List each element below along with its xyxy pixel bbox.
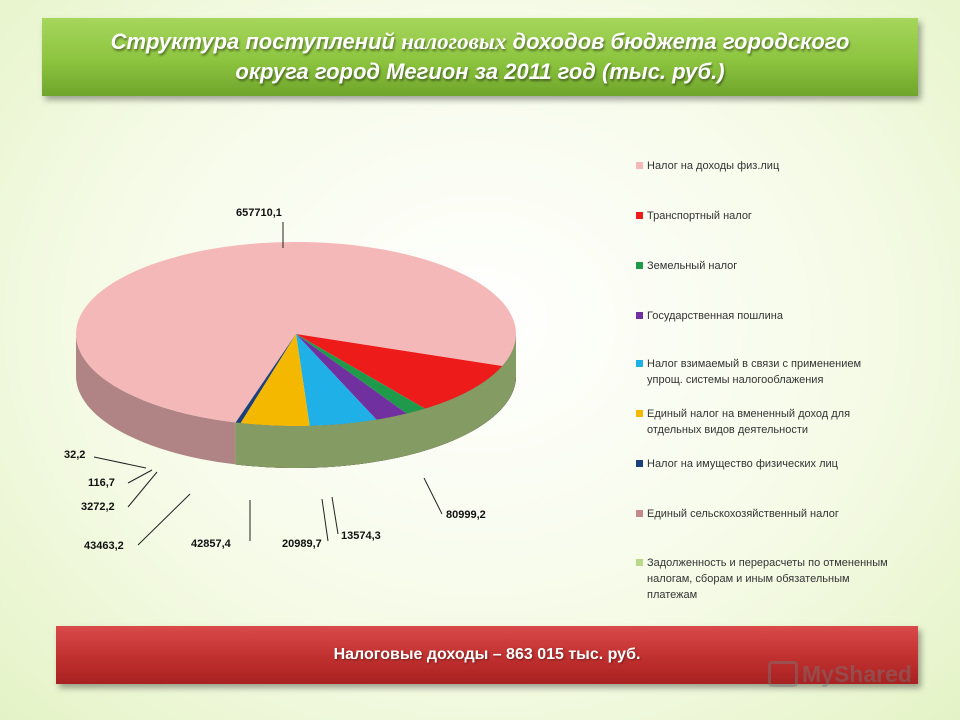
legend-label: Налог на имущество физических лиц [647, 458, 838, 470]
legend-item: Налог на доходы физ.лиц [636, 158, 946, 174]
pie-slice [296, 334, 377, 426]
watermark-text: MyShared [802, 660, 912, 687]
leader-line [321, 498, 329, 542]
title-text-part: доходов бюджета городского [506, 29, 850, 54]
legend-item: Налог взимаемый в связи с применением уп… [636, 356, 946, 388]
legend-label: Единый сельскохозяйственный налог [647, 508, 839, 520]
leader-line [137, 493, 191, 546]
title-text-part: налоговых [401, 29, 507, 54]
legend-swatch [636, 312, 643, 319]
leader-line [127, 471, 158, 508]
legend-item: Единый сельскохозяйственный налог [636, 506, 946, 522]
legend-item: Земельный налог [636, 258, 946, 274]
data-label: 80999,2 [446, 509, 486, 521]
data-label: 32,2 [64, 449, 85, 461]
pie-slice [296, 334, 503, 409]
legend-swatch [636, 559, 643, 566]
pie-slice-side [235, 334, 516, 468]
legend-swatch [636, 262, 643, 269]
footer-text: Налоговые доходы – 863 015 тыс. руб. [333, 646, 641, 663]
legend-item: Транспортный налог [636, 208, 946, 224]
legend-swatch [636, 460, 643, 467]
legend-label: Налог взимаемый в связи с применением уп… [647, 358, 862, 386]
title-banner: Структура поступлений налоговых доходов … [42, 18, 918, 96]
legend-swatch [636, 410, 643, 417]
data-label: 20989,7 [282, 538, 322, 550]
title-line-1: Структура поступлений налоговых доходов … [111, 27, 850, 57]
legend-label: Налог на доходы физ.лиц [647, 160, 780, 172]
legend-label: Задолженность и перерасчеты по отмененны… [647, 557, 888, 601]
pie-top-group [76, 241, 517, 427]
chart-legend: Налог на доходы физ.лиц Транспортный нало… [636, 150, 946, 610]
legend-label: Единый налог на вмененный доход для отде… [647, 408, 851, 436]
legend-item: Государственная пошлина [636, 308, 946, 324]
leader-line [331, 496, 339, 535]
pie-slice [296, 334, 407, 420]
title-text-part: Структура поступлений [110, 29, 402, 54]
data-label: 13574,3 [341, 530, 381, 542]
pie-side-group [76, 334, 517, 469]
data-label: 42857,4 [191, 538, 232, 550]
pie-slice [76, 241, 517, 423]
pie-slice [296, 334, 425, 414]
legend-swatch [636, 162, 643, 169]
legend-swatch [636, 360, 643, 367]
pie-slice [235, 334, 296, 423]
pie-slice [235, 334, 296, 423]
data-label: 116,7 [88, 477, 115, 489]
pie-slice [240, 334, 310, 427]
title-line-2: округа город Мегион за 2011 год (тыс. ру… [235, 59, 725, 84]
data-label: 657710,1 [236, 207, 282, 219]
data-label: 43463,2 [84, 540, 124, 552]
watermark: MyShared [768, 656, 928, 692]
data-label: 3272,2 [81, 501, 115, 513]
legend-item: Задолженность и перерасчеты по отмененны… [636, 555, 946, 603]
pie-slice [235, 334, 296, 424]
legend-swatch [636, 510, 643, 517]
leader-line [93, 456, 147, 469]
legend-item: Единый налог на вмененный доход для отде… [636, 406, 946, 438]
pie-label-group: 657710,1 80999,2 13574,3 20989,7 42857,4 4346… [64, 207, 486, 552]
legend-label: Транспортный налог [647, 210, 752, 222]
leader-line [423, 477, 443, 515]
legend-label: Земельный налог [647, 260, 738, 272]
legend-label: Государственная пошлина [647, 310, 783, 322]
leader-line [127, 469, 153, 484]
legend-item: Налог на имущество физических лиц [636, 456, 946, 472]
watermark-icon [768, 661, 798, 687]
footer-banner: Налоговые доходы – 863 015 тыс. руб. [56, 626, 918, 684]
pie-slice-side [76, 334, 236, 465]
legend-swatch [636, 212, 643, 219]
